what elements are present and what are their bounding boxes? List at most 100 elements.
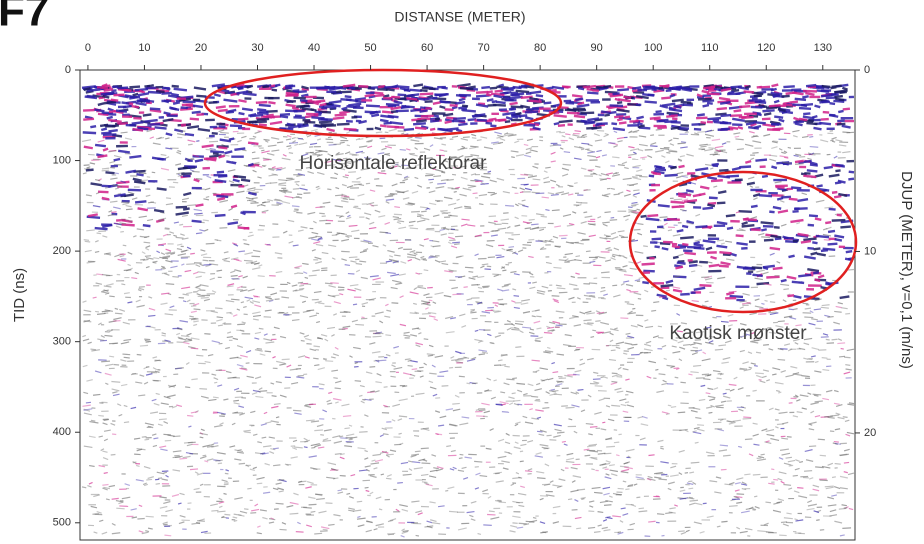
texture-stroke [612,157,619,158]
texture-stroke [726,176,739,177]
texture-stroke [598,512,604,513]
texture-stroke [393,346,399,348]
texture-stroke [481,403,489,405]
texture-stroke [782,453,790,455]
texture-stroke [248,289,255,291]
texture-stroke [327,400,331,402]
texture-stroke [162,479,168,480]
texture-stroke [809,429,814,430]
texture-stroke [353,304,357,305]
texture-stroke [723,455,731,456]
texture-stroke [464,206,471,207]
texture-stroke [375,312,384,314]
texture-stroke [576,528,581,529]
texture-stroke [150,412,158,413]
texture-stroke [87,486,91,488]
texture-stroke [817,254,826,256]
texture-stroke [146,267,150,268]
texture-stroke [839,508,846,509]
texture-stroke [493,105,506,106]
texture-stroke [429,502,435,503]
texture-stroke [84,147,93,149]
texture-stroke [500,392,505,393]
texture-stroke [153,445,157,446]
texture-stroke [458,124,467,125]
texture-stroke [177,151,181,152]
texture-stroke [91,420,95,421]
texture-stroke [528,469,532,471]
texture-stroke [280,114,290,115]
texture-stroke [203,199,209,200]
texture-stroke [178,254,186,256]
texture-stroke [601,429,607,430]
texture-stroke [729,506,738,507]
texture-stroke [146,516,154,517]
texture-stroke [355,288,362,290]
texture-stroke [399,433,402,434]
texture-stroke [705,301,709,302]
texture-stroke [707,388,713,389]
texture-stroke [725,241,732,242]
texture-stroke [753,136,759,137]
texture-stroke [225,258,230,259]
texture-stroke [807,509,815,510]
texture-stroke [433,102,441,104]
texture-stroke [488,496,491,498]
texture-stroke [359,261,366,262]
texture-stroke [484,147,493,149]
texture-stroke [301,227,308,228]
texture-stroke [700,187,709,189]
texture-stroke [370,492,374,494]
texture-stroke [463,478,468,480]
texture-stroke [257,204,262,206]
texture-stroke [181,257,190,258]
texture-stroke [177,134,186,136]
texture-stroke [621,469,629,471]
texture-stroke [211,311,218,313]
texture-stroke [729,384,737,385]
texture-stroke [244,165,249,166]
texture-stroke [333,354,339,356]
texture-stroke [262,437,267,438]
texture-stroke [355,324,364,325]
texture-stroke [478,534,481,535]
texture-stroke [327,403,332,404]
texture-stroke [616,110,629,112]
texture-stroke [335,187,339,188]
texture-stroke [233,180,240,182]
texture-stroke [847,404,854,405]
texture-stroke [598,525,602,526]
texture-stroke [418,333,421,334]
texture-stroke [649,176,654,177]
texture-stroke [256,477,264,479]
texture-stroke [666,116,674,117]
texture-stroke [292,320,299,321]
texture-stroke [203,220,209,221]
texture-stroke [274,200,282,201]
texture-stroke [432,365,436,367]
texture-stroke [742,225,755,226]
texture-stroke [784,344,790,345]
texture-stroke [616,342,624,344]
texture-stroke [537,417,541,418]
texture-stroke [361,401,365,403]
texture-stroke [174,89,187,91]
texture-stroke [224,260,230,261]
texture-stroke [779,111,793,113]
texture-stroke [505,442,510,444]
texture-stroke [779,412,788,413]
texture-stroke [279,364,286,365]
texture-stroke [502,285,509,287]
texture-stroke [550,145,558,146]
texture-stroke [545,210,549,211]
texture-stroke [784,518,793,519]
texture-stroke [433,246,441,247]
texture-stroke [535,401,541,402]
texture-stroke [659,374,666,375]
texture-stroke [771,93,783,94]
texture-stroke [206,243,215,244]
texture-stroke [335,454,342,455]
texture-stroke [822,305,830,306]
texture-stroke [241,180,250,181]
texture-stroke [509,103,517,104]
